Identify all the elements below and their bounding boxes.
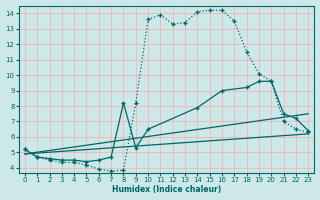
X-axis label: Humidex (Indice chaleur): Humidex (Indice chaleur) xyxy=(112,185,221,194)
